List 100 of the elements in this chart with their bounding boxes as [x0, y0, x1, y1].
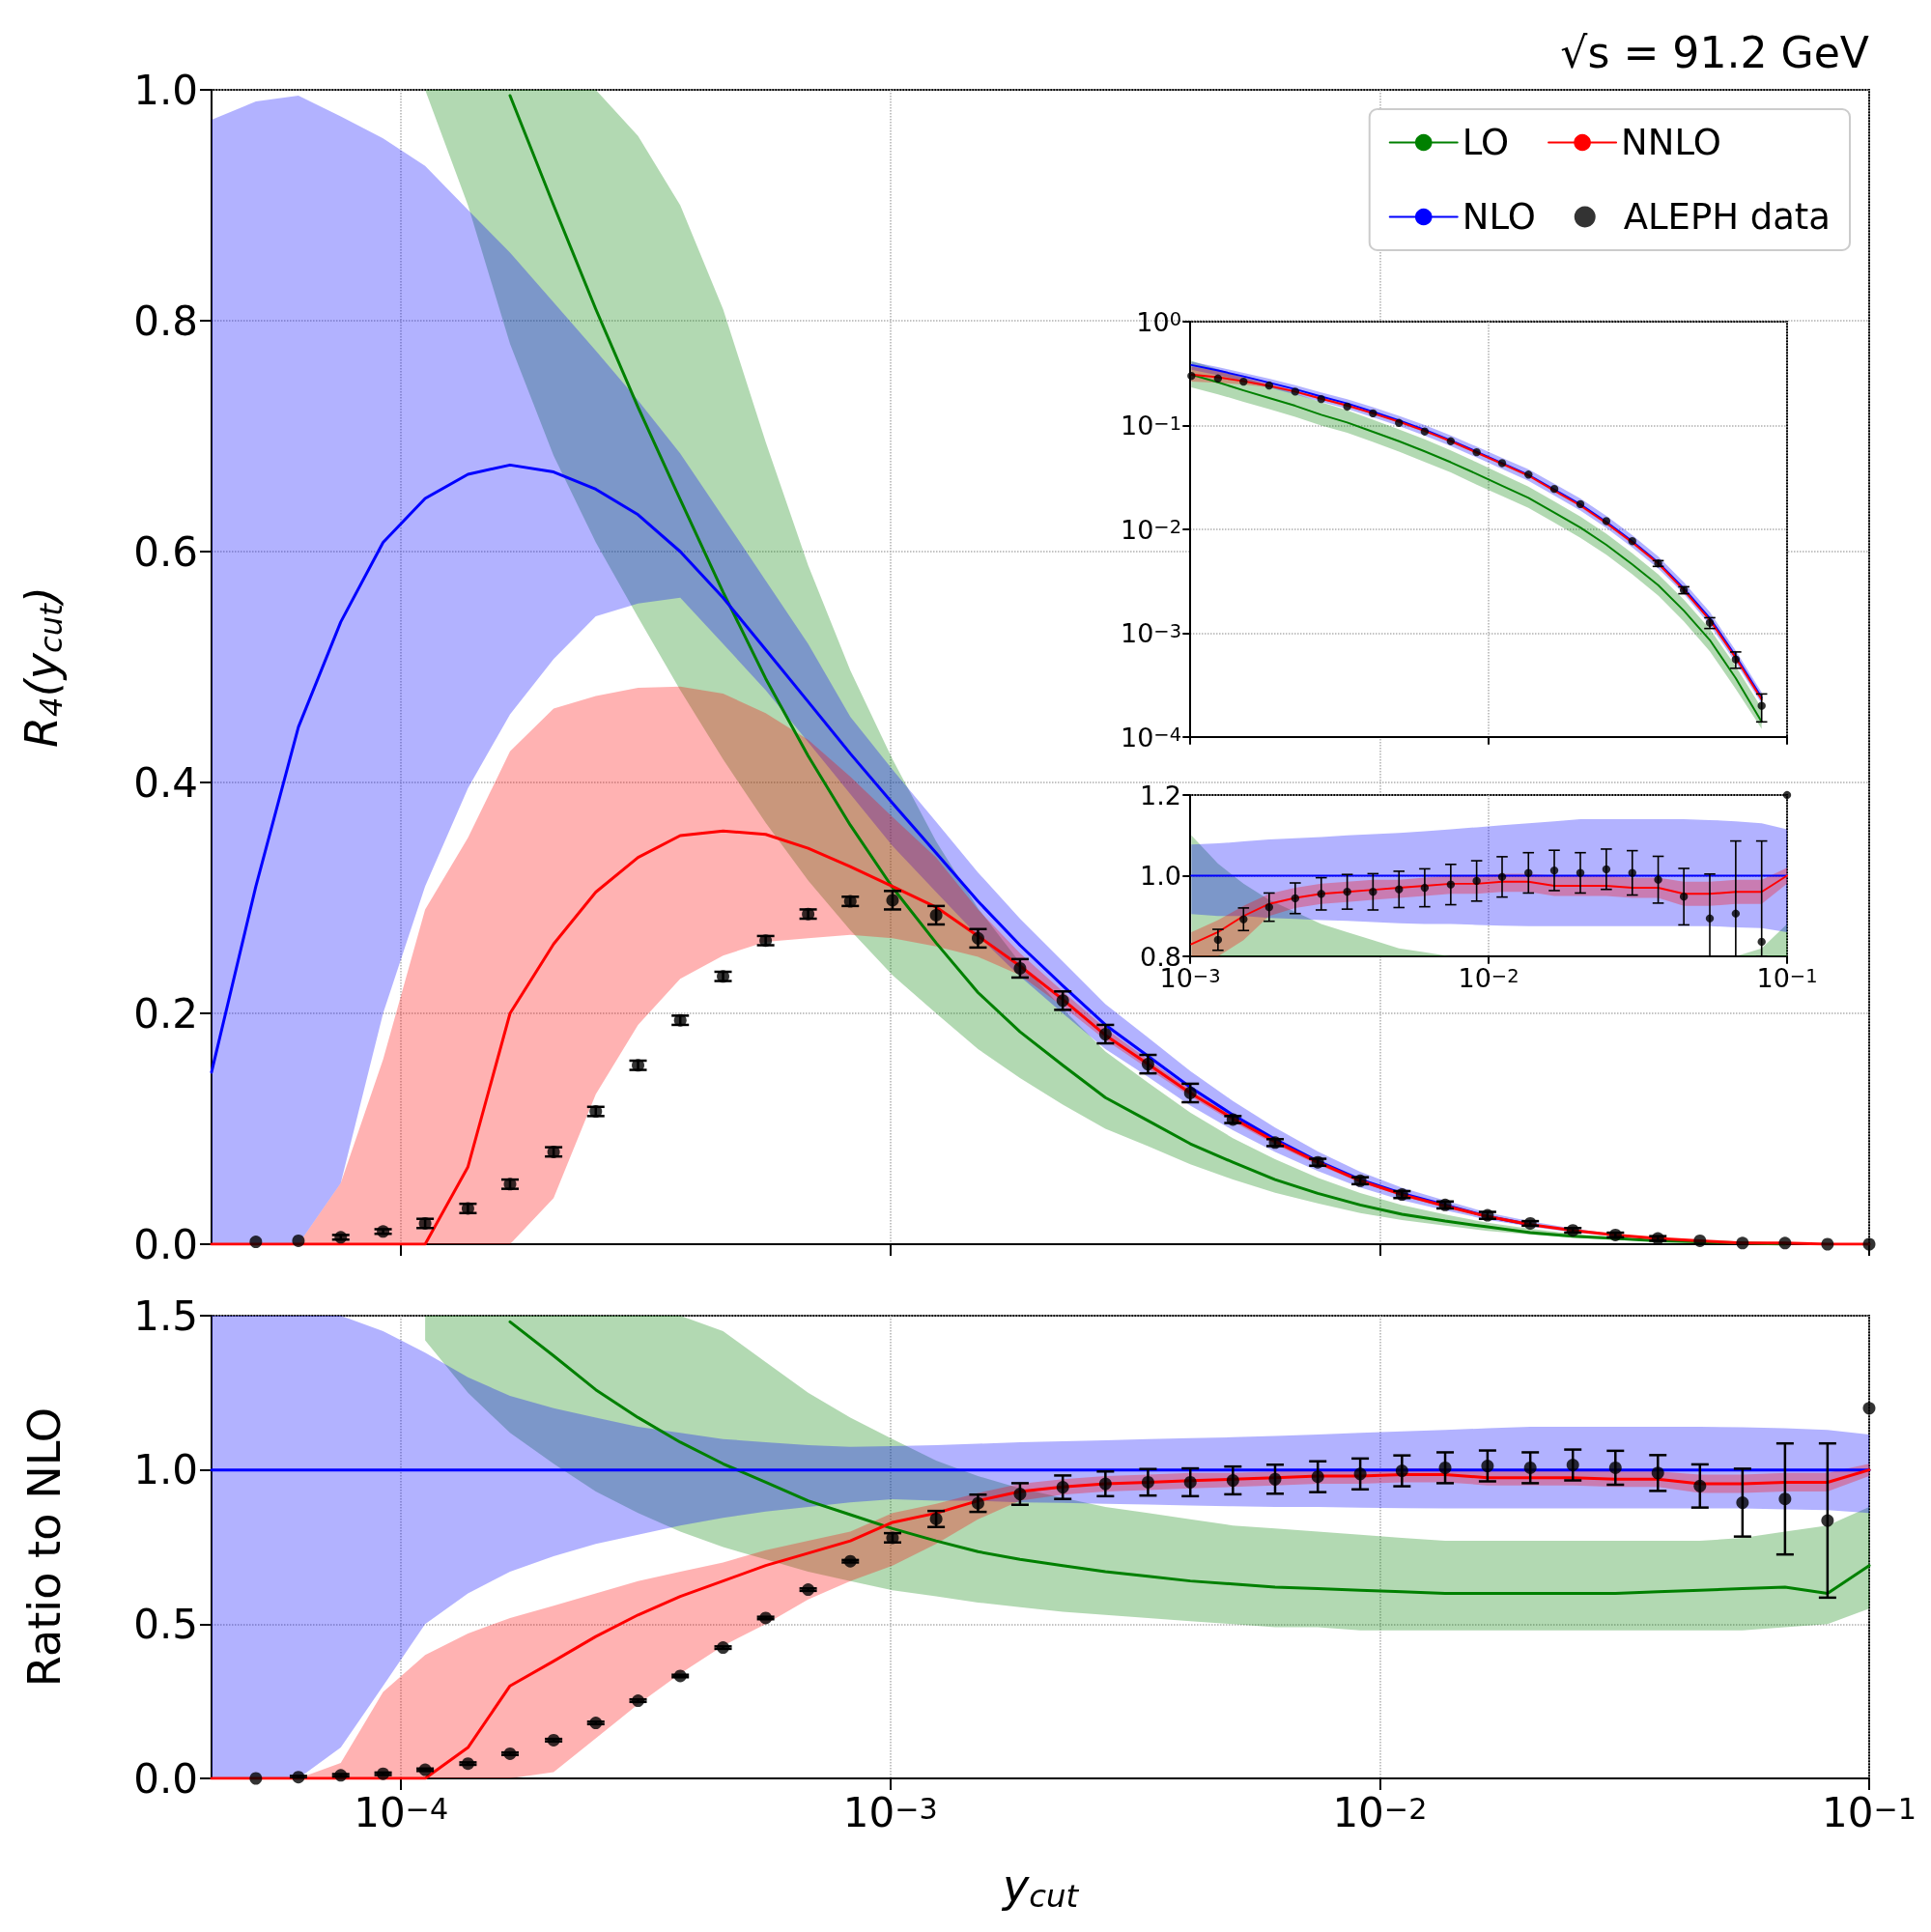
- point: [1524, 868, 1533, 877]
- y-tick-label: 1.2: [1140, 780, 1182, 810]
- legend-label: ALEPH data: [1623, 196, 1832, 238]
- point: [1311, 1470, 1324, 1484]
- point: [1549, 866, 1559, 875]
- point: [1369, 409, 1377, 418]
- point: [1821, 1237, 1834, 1251]
- point: [1757, 937, 1766, 947]
- point: [1226, 1113, 1239, 1126]
- point: [1420, 427, 1430, 436]
- point: [1213, 935, 1223, 945]
- point: [1395, 885, 1404, 894]
- point: [1317, 890, 1325, 898]
- line-series: [508, 1320, 1871, 1595]
- point: [1226, 1474, 1239, 1488]
- point: [971, 931, 984, 945]
- point: [1862, 1237, 1876, 1251]
- point: [1098, 1477, 1112, 1491]
- point: [503, 1747, 517, 1760]
- point: [1438, 1461, 1452, 1474]
- point: [1497, 872, 1507, 881]
- point: [1446, 437, 1456, 445]
- point: [1736, 1236, 1749, 1250]
- point: [886, 1531, 899, 1545]
- point: [1268, 1472, 1282, 1486]
- y-tick-label: 0.6: [133, 527, 198, 576]
- point: [1264, 381, 1274, 390]
- point: [1353, 1174, 1367, 1187]
- y-tick-label: 0.0: [133, 1220, 198, 1268]
- point: [292, 1771, 305, 1784]
- point: [1446, 880, 1456, 889]
- text: √s = 91.2 GeV: [1560, 27, 1869, 77]
- point: [1213, 374, 1223, 383]
- point: [1420, 883, 1430, 893]
- point: [1395, 418, 1404, 427]
- point: [1651, 1466, 1664, 1480]
- point: [1472, 447, 1481, 457]
- point: [503, 1178, 517, 1191]
- point: [673, 1669, 687, 1683]
- y-axis-title: R4(ycut): [14, 586, 70, 748]
- point: [547, 1145, 560, 1158]
- point: [1608, 1461, 1622, 1474]
- point: [717, 970, 730, 983]
- point: [1651, 1232, 1664, 1245]
- y-tick-label: 1.0: [133, 66, 198, 114]
- point: [1291, 387, 1299, 396]
- point: [292, 1234, 305, 1247]
- point: [1311, 1155, 1324, 1169]
- point: [1343, 402, 1351, 412]
- point: [1239, 915, 1248, 923]
- legend-label: NNLO: [1621, 122, 1721, 163]
- point: [1602, 865, 1611, 873]
- point: [632, 1059, 645, 1072]
- line-series: [1190, 874, 1788, 946]
- point: [1264, 902, 1274, 912]
- point: [589, 1717, 603, 1730]
- point: [1056, 1481, 1069, 1494]
- point: [249, 1236, 263, 1249]
- point: [461, 1202, 474, 1215]
- point: [1654, 875, 1662, 884]
- point: [418, 1763, 432, 1776]
- point: [843, 1554, 857, 1568]
- point: [1472, 876, 1481, 886]
- point: [1523, 1216, 1537, 1230]
- point: [1731, 655, 1741, 664]
- point: [1693, 1479, 1707, 1492]
- point: [589, 1105, 603, 1119]
- point: [1395, 1188, 1408, 1202]
- point: [1141, 1058, 1154, 1071]
- point: [1343, 888, 1351, 896]
- point: [802, 1583, 815, 1597]
- point: [717, 1641, 730, 1655]
- y-tick-label: 0.4: [133, 758, 198, 807]
- point: [377, 1767, 390, 1780]
- point: [1098, 1028, 1112, 1041]
- legend-label: LO: [1462, 122, 1510, 163]
- point: [1013, 961, 1027, 975]
- point: [461, 1757, 474, 1771]
- point: [1576, 499, 1585, 509]
- point: [1549, 484, 1559, 494]
- point: [1821, 1514, 1834, 1527]
- point: [1778, 1492, 1792, 1506]
- point: [1291, 894, 1299, 903]
- point: [249, 1772, 263, 1785]
- point: [1602, 517, 1611, 526]
- point: [1693, 1234, 1707, 1247]
- point: [1628, 537, 1636, 546]
- point: [1566, 1224, 1579, 1237]
- y-tick-label: 0.5: [133, 1600, 198, 1648]
- y-tick-label: 1.5: [133, 1292, 198, 1340]
- point: [1239, 378, 1248, 386]
- point: [418, 1216, 432, 1230]
- y-tick-label: 0.0: [133, 1754, 198, 1803]
- point: [1497, 459, 1507, 468]
- point: [1778, 1236, 1792, 1250]
- point: [1705, 914, 1715, 923]
- point: [759, 934, 773, 948]
- point: [547, 1733, 560, 1747]
- point: [1679, 893, 1689, 901]
- point: [1183, 1475, 1197, 1489]
